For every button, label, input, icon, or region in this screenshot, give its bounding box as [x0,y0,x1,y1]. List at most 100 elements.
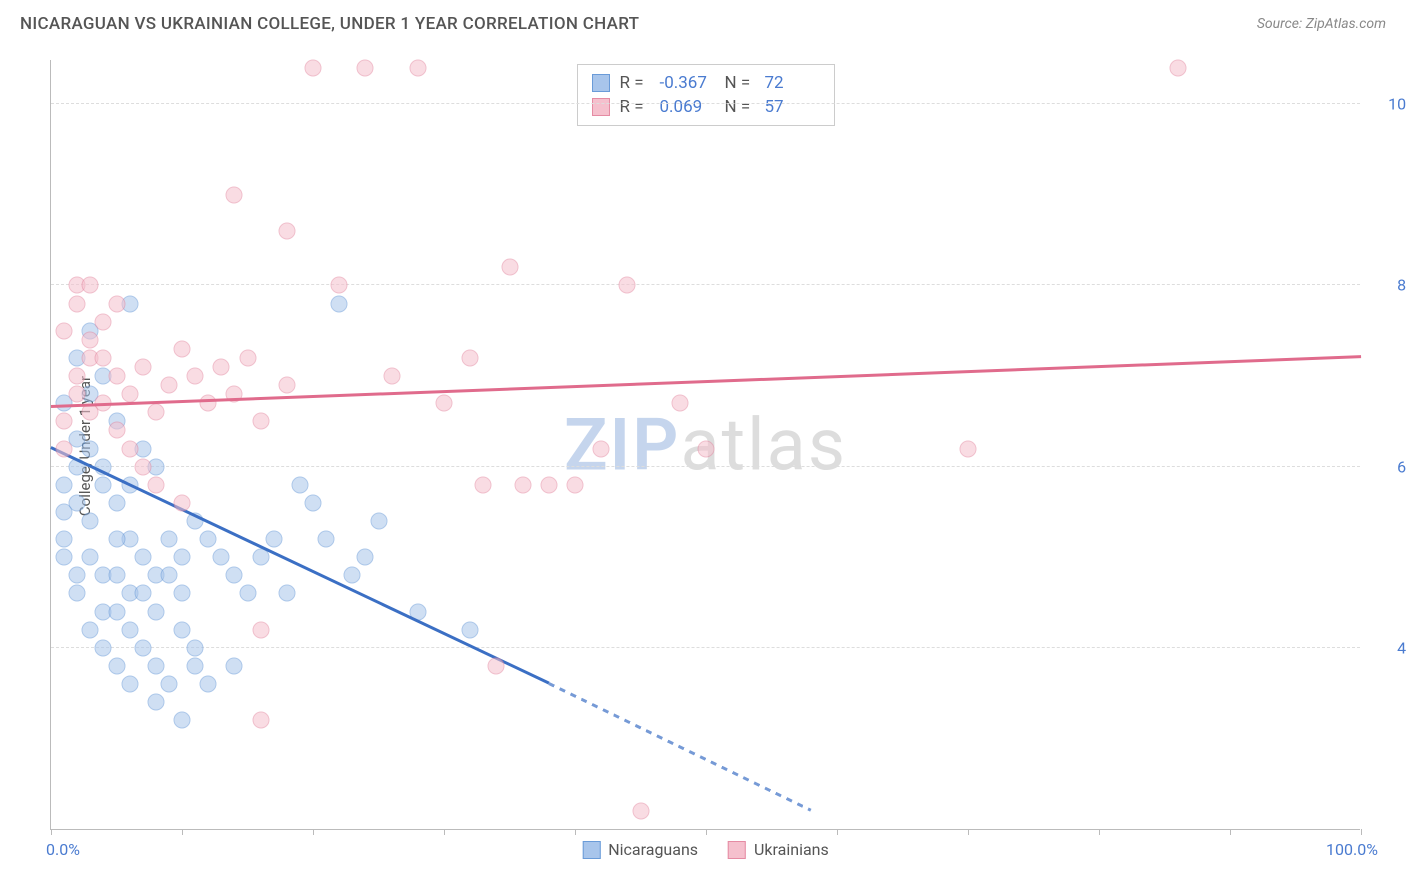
scatter-point [213,359,230,376]
scatter-point [134,458,151,475]
x-tick [1230,829,1231,835]
scatter-point [174,621,191,638]
scatter-point [226,186,243,203]
n-label: N = [725,97,755,117]
x-tick [1361,829,1362,835]
scatter-point [56,322,73,339]
x-tick [313,829,314,835]
y-tick-label: 60.0% [1370,457,1406,476]
scatter-point [134,585,151,602]
x-tick [182,829,183,835]
scatter-point [671,395,688,412]
scatter-point [108,295,125,312]
scatter-point [632,802,649,819]
scatter-point [69,567,86,584]
x-tick [837,829,838,835]
y-tick-label: 40.0% [1370,638,1406,657]
scatter-point [567,476,584,493]
x-tick [968,829,969,835]
scatter-point [200,676,217,693]
stats-row: R = -0.367 N = 72 [592,71,820,95]
scatter-point [95,349,112,366]
scatter-point [409,60,426,77]
legend-swatch [728,841,746,859]
scatter-point [82,621,99,638]
source-attribution: Source: ZipAtlas.com [1257,16,1386,32]
r-value: -0.367 [660,73,715,93]
scatter-point [134,639,151,656]
n-label: N = [725,73,755,93]
scatter-point [174,549,191,566]
scatter-point [305,494,322,511]
scatter-point [540,476,557,493]
scatter-point [291,476,308,493]
scatter-point [278,585,295,602]
correlation-stats-box: R = -0.367 N = 72 R = 0.069 N = 57 [577,64,835,126]
scatter-point [200,531,217,548]
scatter-point [462,621,479,638]
scatter-point [698,440,715,457]
scatter-point [134,359,151,376]
scatter-point [108,657,125,674]
scatter-point [619,277,636,294]
scatter-point [147,603,164,620]
scatter-point [147,404,164,421]
scatter-point [265,531,282,548]
chart-title: NICARAGUAN VS UKRAINIAN COLLEGE, UNDER 1… [20,14,639,34]
scatter-point [344,567,361,584]
scatter-point [475,476,492,493]
scatter-point [187,639,204,656]
x-tick [51,829,52,835]
scatter-point [187,368,204,385]
scatter-point [95,639,112,656]
scatter-point [226,657,243,674]
scatter-point [318,531,335,548]
legend-swatch [582,841,600,859]
scatter-point [252,549,269,566]
gridline [51,103,1360,104]
scatter-point [174,585,191,602]
scatter-point [82,404,99,421]
scatter-point [160,531,177,548]
scatter-point [69,295,86,312]
scatter-point [252,621,269,638]
scatter-point [82,513,99,530]
scatter-point [69,494,86,511]
scatter-point [69,368,86,385]
scatter-point [82,277,99,294]
series-legend: NicaraguansUkrainians [582,840,829,859]
scatter-point [488,657,505,674]
scatter-point [108,531,125,548]
series-swatch [592,98,610,116]
scatter-point [1169,60,1186,77]
scatter-point [278,223,295,240]
scatter-point [69,585,86,602]
scatter-point [121,440,138,457]
x-tick-label: 100.0% [1326,840,1378,859]
scatter-point [200,395,217,412]
scatter-point [501,259,518,276]
scatter-point [174,494,191,511]
r-label: R = [620,73,650,93]
scatter-point [147,476,164,493]
scatter-point [383,368,400,385]
legend-label: Nicaraguans [608,840,698,859]
scatter-point [160,377,177,394]
n-value: 57 [765,97,820,117]
scatter-point [305,60,322,77]
gridline [51,647,1360,648]
scatter-point [82,549,99,566]
scatter-point [514,476,531,493]
x-tick [444,829,445,835]
y-tick-label: 100.0% [1370,95,1406,114]
scatter-point [239,585,256,602]
scatter-point [56,549,73,566]
r-value: 0.069 [660,97,715,117]
scatter-point [357,60,374,77]
scatter-point [95,476,112,493]
n-value: 72 [765,73,820,93]
scatter-point [108,603,125,620]
scatter-point [252,413,269,430]
r-label: R = [620,97,650,117]
scatter-point [213,549,230,566]
